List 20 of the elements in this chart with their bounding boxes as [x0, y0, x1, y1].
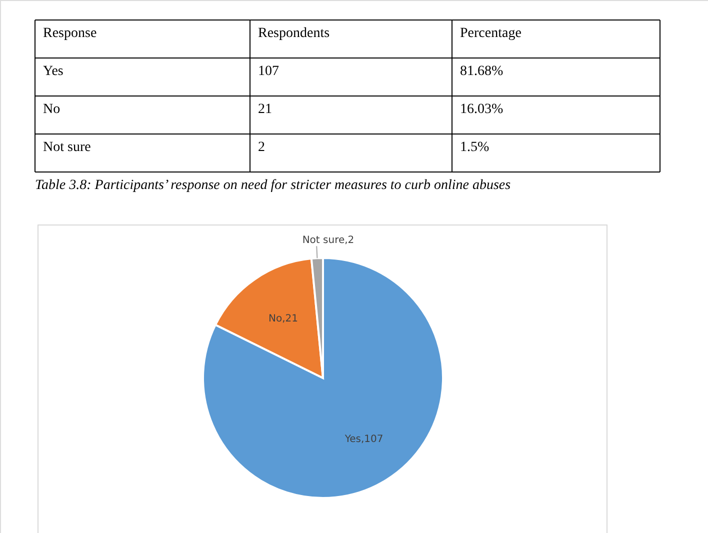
text: Percentage	[460, 26, 522, 41]
text: 107	[258, 64, 279, 79]
text: 81.68%	[460, 64, 504, 79]
text: 1.5%	[460, 140, 490, 155]
text: Response	[43, 26, 97, 41]
slice-label: Not sure	[302, 235, 345, 246]
data-label: ,2	[344, 235, 354, 246]
caption: Table 3.8: Participants’ response on need for stricter measures to curb online abuses	[35, 178, 512, 193]
slice-label: Yes	[344, 434, 361, 446]
text: Respondents	[258, 26, 330, 41]
text: 2	[258, 140, 265, 155]
text: Yes	[43, 64, 64, 79]
text: 21	[258, 102, 272, 117]
slice-label: No	[268, 314, 282, 325]
text: Not sure	[43, 140, 91, 155]
data-label: ,107	[360, 434, 384, 446]
text: No	[43, 102, 60, 117]
pie-slice	[202, 257, 444, 499]
text: 16.03%	[460, 102, 504, 117]
data-label: ,21	[282, 314, 298, 325]
